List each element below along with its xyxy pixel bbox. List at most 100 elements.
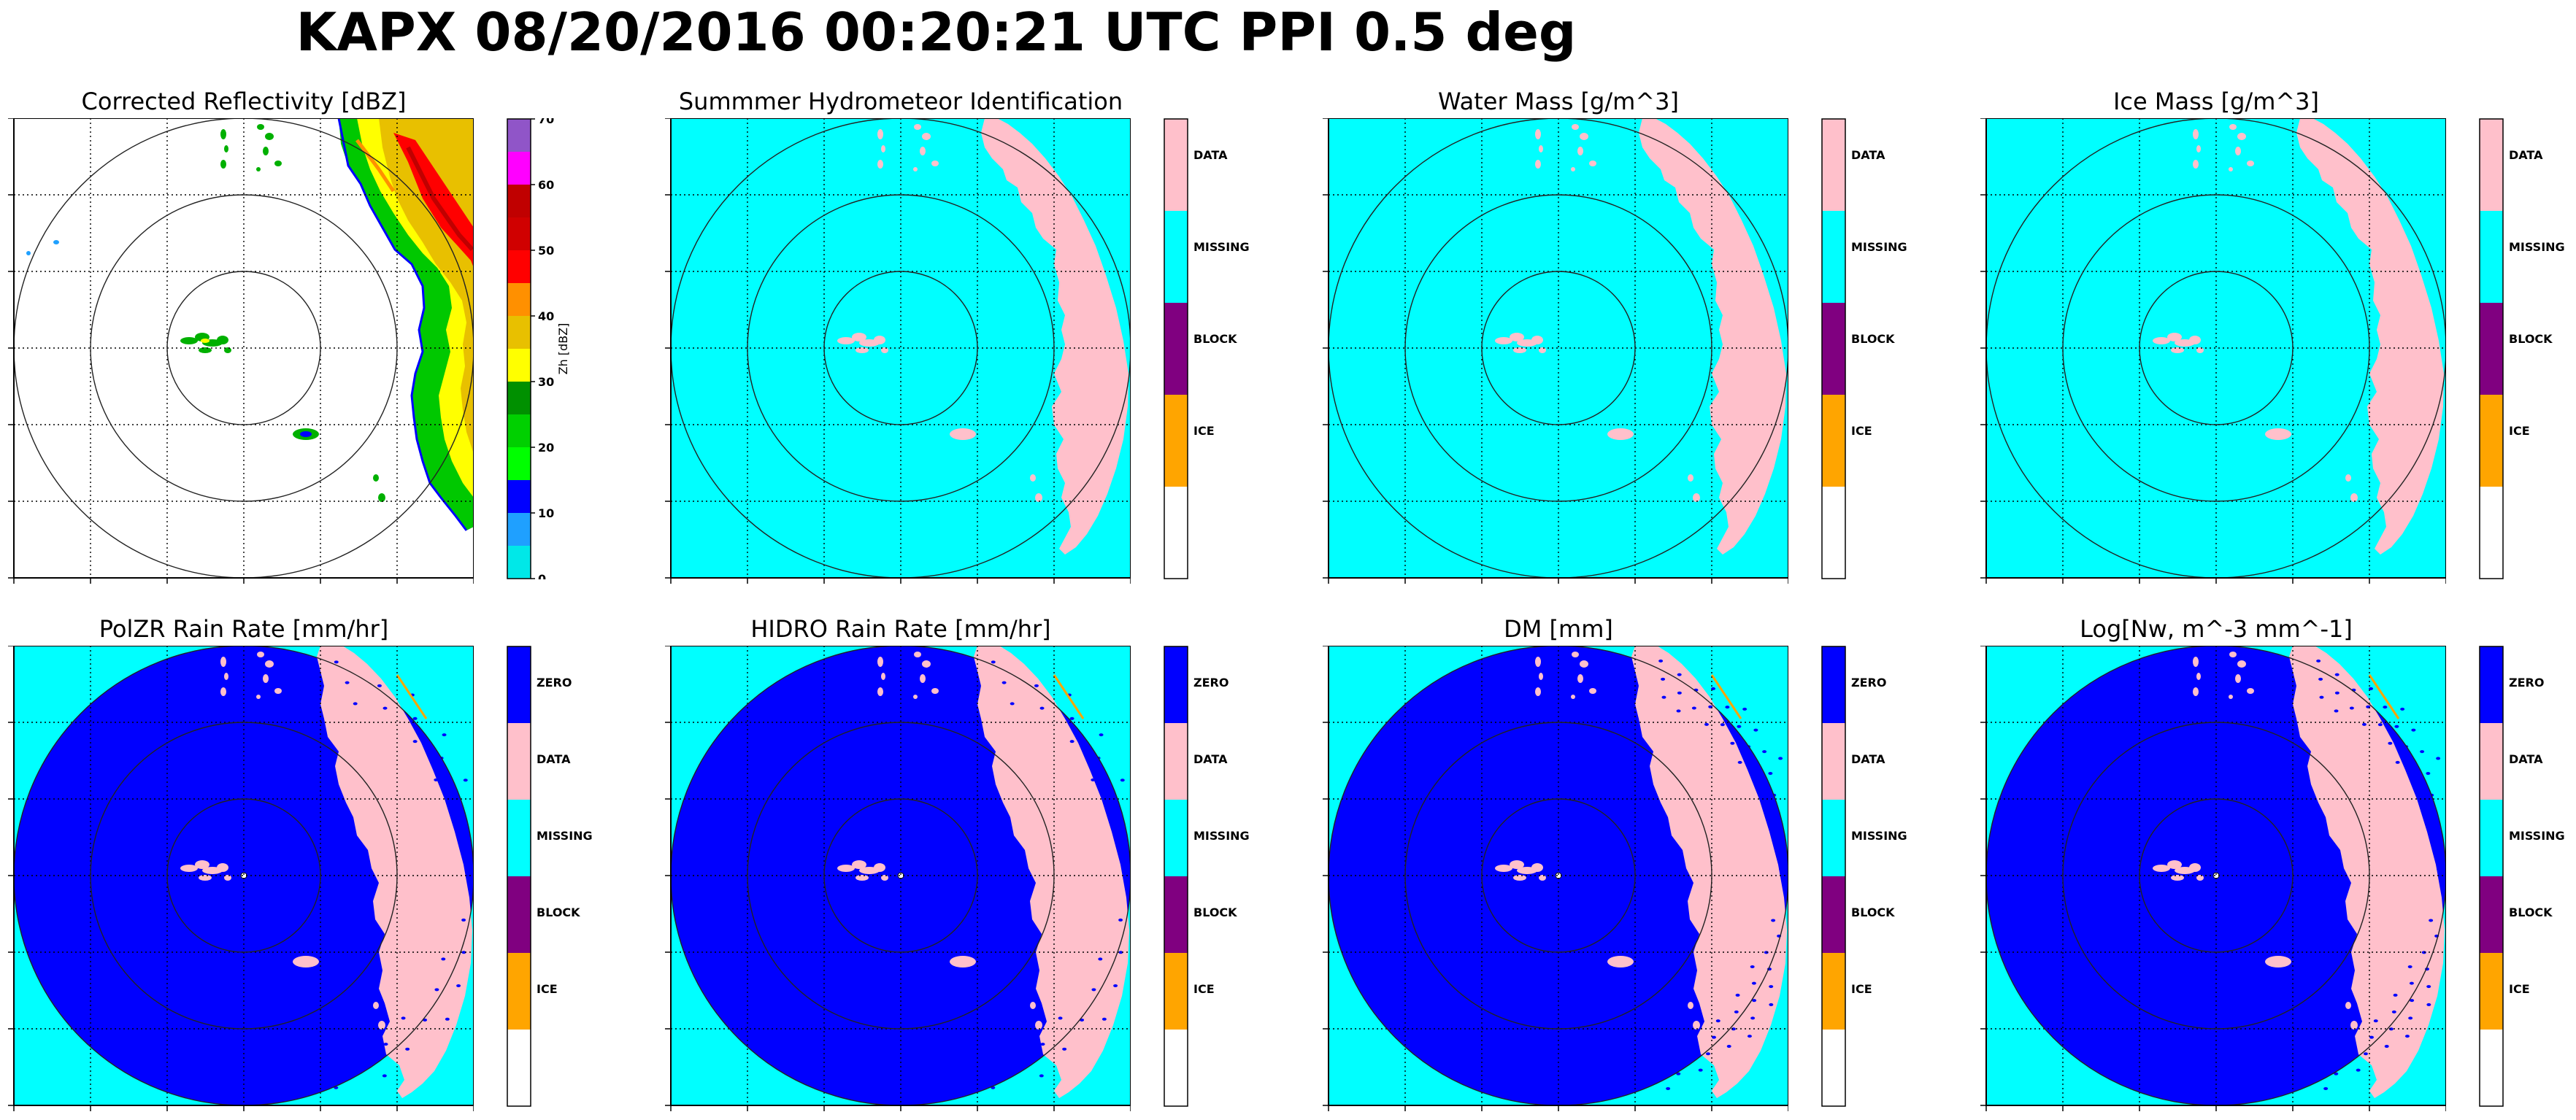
echo-cell [1577, 147, 1583, 155]
echo-cell-highlights [26, 240, 312, 437]
speckle-dot [1742, 707, 1748, 711]
colorbar: ZERO DATA MISSING BLOCK ICE [507, 646, 593, 1107]
speckle [2312, 659, 2441, 1090]
speckle-dot [2334, 709, 2339, 713]
speckle-dot [1725, 706, 1730, 709]
speckle-dot [1069, 740, 1074, 744]
colorbar-category-label: ICE [1193, 424, 1215, 438]
colorbar-category-label: ICE [537, 982, 558, 996]
colorbar-segment [1822, 953, 1845, 1030]
colorbar: DATA MISSING BLOCK ICE [1821, 118, 1907, 579]
echo-cell [274, 688, 282, 694]
panel-title: PolZR Rain Rate [mm/hr] [99, 615, 389, 643]
colorbar-category-label: ZERO [537, 676, 572, 690]
echo-cell-center [2189, 863, 2201, 872]
echo-cell-center [1531, 336, 1543, 344]
speckle-dot [1101, 1017, 1107, 1021]
echo-cell-center [856, 875, 869, 881]
speckle-dot [2436, 867, 2441, 870]
colorbar-segment [1822, 646, 1845, 723]
colorbar-segment [2480, 1030, 2503, 1106]
colorbar-segment [507, 480, 531, 513]
speckle-dot [382, 706, 388, 710]
plot-frame [13, 646, 474, 1106]
colorbar-segment [1164, 646, 1188, 723]
speckle-dot [2395, 760, 2400, 764]
speckle-dot [998, 1056, 1003, 1059]
colorbar-segment [1164, 723, 1188, 800]
colorbar-segment [2480, 646, 2503, 723]
speckle-dot [2334, 673, 2339, 676]
echo-cell-south [373, 1002, 379, 1009]
echo-cell [1571, 695, 1575, 699]
colorbar-frame [507, 118, 531, 579]
speckle-dot [1753, 765, 1758, 769]
panel-title: Ice Mass [g/m^3] [2112, 88, 2320, 115]
speckle-dot [2318, 677, 2323, 681]
speckle-dot [445, 1017, 450, 1021]
colorbar-segment [1822, 876, 1845, 953]
colorbar-frame [2479, 118, 2504, 579]
colorbar-segment [1822, 800, 1845, 876]
colorbar-segment [2480, 211, 2503, 303]
echo-cell [256, 695, 261, 699]
speckle-dot [1734, 1010, 1739, 1013]
echo-cell-south [1693, 493, 1700, 502]
range-ring-2 [747, 194, 1055, 502]
speckle-dot [2321, 1059, 2326, 1062]
echo-cell-south [2265, 428, 2291, 440]
storm-data-region [1631, 646, 1787, 1098]
colorbar-segment [1822, 211, 1845, 303]
echo-cell-center [217, 336, 228, 344]
colorbar-segment [1822, 303, 1845, 395]
speckle-dot [1062, 1047, 1067, 1051]
speckle-dot [2410, 999, 2415, 1003]
speckle [334, 660, 468, 1089]
axis-ticks [1980, 118, 2446, 584]
speckle-dot [1118, 951, 1123, 954]
colorbar-category-label: ICE [2509, 424, 2530, 438]
echo-cell-center [2196, 347, 2204, 353]
ice-streak [1053, 674, 1085, 719]
echo-cells [837, 652, 1042, 1030]
echo-cell [2229, 167, 2233, 171]
speckle-dot [1120, 779, 1125, 782]
echo-cell-south [1607, 428, 1634, 440]
echo-cell [914, 124, 921, 130]
colorbar-category-label: BLOCK [1851, 332, 1895, 346]
speckle-dot [353, 702, 358, 706]
colorbar-category-label: DATA [1193, 148, 1228, 162]
colorbar-segment [2480, 723, 2503, 800]
speckle-dot [1010, 702, 1015, 706]
colorbar-category-label: BLOCK [1193, 905, 1237, 919]
echo-cell-south [2345, 1002, 2351, 1009]
colorbar-segment [507, 876, 531, 953]
colorbar-segment [507, 447, 531, 480]
speckle-dot [2436, 757, 2441, 760]
echo-cell-center [837, 337, 855, 344]
speckle-dot [1753, 728, 1758, 732]
speckle-dot [405, 1047, 410, 1051]
speckle-dot [1704, 722, 1709, 726]
echo-cell-south [1035, 493, 1042, 502]
speckle-dot [1769, 985, 1774, 989]
echo-cell [224, 673, 228, 680]
colorbar-segment [507, 217, 531, 250]
echo-cell [931, 161, 939, 166]
echo-cell [265, 133, 274, 140]
speckle-dot [1762, 750, 1767, 754]
plot-frame [1985, 118, 2446, 579]
colorbar-segment [1164, 211, 1188, 303]
colorbar-segment [1164, 800, 1188, 876]
speckle-dot [2384, 1045, 2389, 1048]
storm-core-orange [355, 139, 396, 193]
echo-cell-center [1510, 860, 1524, 869]
radar-ppi-plot [1323, 118, 1788, 584]
speckle-dot [1757, 786, 1762, 789]
colorbar-tick-label: 20 [538, 441, 554, 455]
colorbar-category-label: BLOCK [1851, 905, 1895, 919]
echo-cells [837, 124, 1042, 502]
echo-cell-core [201, 339, 209, 343]
plot-frame [1328, 646, 1788, 1106]
echo-cell [1539, 673, 1543, 680]
